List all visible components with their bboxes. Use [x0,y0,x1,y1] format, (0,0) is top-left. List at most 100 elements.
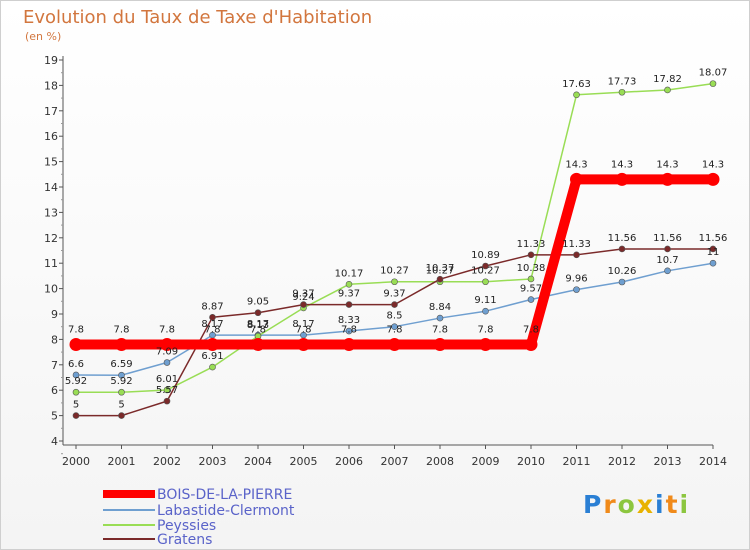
data-point [118,412,125,419]
data-label: 11.33 [562,239,591,250]
data-point [436,314,444,322]
x-tick-label: 2001 [108,455,136,468]
data-point [664,245,671,253]
data-label: 7.8 [478,324,494,335]
data-label: 7.8 [205,324,221,335]
y-tick-label: 10 [44,283,58,296]
y-tick-label: 11 [44,257,58,270]
data-label: 5.92 [110,376,132,387]
data-label: 9.96 [565,274,587,285]
y-tick-label: 12 [44,232,58,245]
data-point [433,337,447,351]
data-point [709,259,717,267]
data-label: 9.37 [383,289,405,300]
data-point [342,337,356,351]
data-label: 9.11 [474,295,496,306]
data-label: 7.8 [432,324,448,335]
data-point [160,337,174,351]
data-label: 8.84 [429,302,451,313]
data-label: 10.38 [517,263,546,274]
data-label: 10.27 [380,266,409,277]
data-label: 11.56 [653,233,682,244]
data-label: 10.7 [656,255,678,266]
y-tick-label: 8 [51,333,58,346]
logo-letter: t [665,490,680,519]
data-label: 5.57 [156,385,178,396]
data-point [524,337,538,351]
data-point [615,172,629,186]
data-point [573,91,580,99]
legend-label-4: Gratens [157,532,212,548]
data-label: 17.82 [653,74,682,85]
x-tick-label: 2014 [699,455,727,468]
data-label: 8.17 [247,319,269,330]
y-tick-label: 7 [51,359,58,372]
data-label: 7.8 [387,324,403,335]
data-label: 9.37 [338,289,360,300]
y-tick-label: 17 [44,105,58,118]
data-label: 10.27 [471,266,500,277]
data-label: 7.8 [159,324,175,335]
data-label: 6.6 [68,359,84,370]
logo-letter: P [583,490,604,519]
data-label: 10.17 [335,268,364,279]
data-label: 11.56 [608,233,637,244]
y-tick-label: 16 [44,130,58,143]
y-tick-label: 5 [51,410,58,423]
data-point [706,172,720,186]
data-point [163,397,171,405]
data-point [618,88,626,96]
data-point [391,323,398,331]
data-label: 7.8 [523,324,539,335]
data-label: 6.91 [201,351,223,362]
x-tick-label: 2012 [608,455,636,468]
x-tick-label: 2002 [153,455,181,468]
data-point [527,296,535,303]
chart-subtitle: (en %) [25,30,62,43]
data-label: 14.3 [656,159,678,170]
data-label: 8.17 [201,319,223,330]
data-point [345,327,353,335]
data-point [115,337,128,351]
data-label: 8.33 [338,315,360,326]
data-point [479,337,492,351]
logo-letter: o [617,490,637,519]
data-label: 11.56 [699,233,728,244]
data-point [391,301,398,308]
data-point [570,172,583,186]
x-tick-label: 2010 [517,455,545,468]
data-point [209,363,216,371]
data-point [163,386,171,394]
data-label: 7.8 [296,324,312,335]
y-tick-label: 14 [44,181,58,194]
logo-letter: x [636,490,655,519]
data-point [206,337,219,351]
data-label: 10.26 [608,266,637,277]
data-point [254,309,262,317]
data-point [251,337,265,351]
data-label: 11.33 [517,239,546,250]
data-point [573,286,580,293]
data-point [345,301,353,308]
data-label: 7.09 [156,347,178,358]
data-point [391,278,398,286]
data-label: 10.37 [426,263,455,274]
x-tick-label: 2008 [426,455,454,468]
data-label: 14.3 [611,159,633,170]
y-tick-label: 19 [44,54,58,67]
data-label: 18.07 [699,68,728,79]
data-label: 9.57 [520,284,542,295]
data-point [482,278,489,286]
data-point [345,280,353,288]
data-point [72,388,80,396]
data-label: 8.13 [247,320,269,331]
data-label: 10.27 [426,266,455,277]
logo-letter: i [679,490,691,519]
data-label: 9.24 [292,292,314,303]
x-tick-label: 2003 [199,455,227,468]
data-point [661,172,674,186]
x-tick-label: 2004 [244,455,272,468]
logo-letter: r [603,490,618,519]
